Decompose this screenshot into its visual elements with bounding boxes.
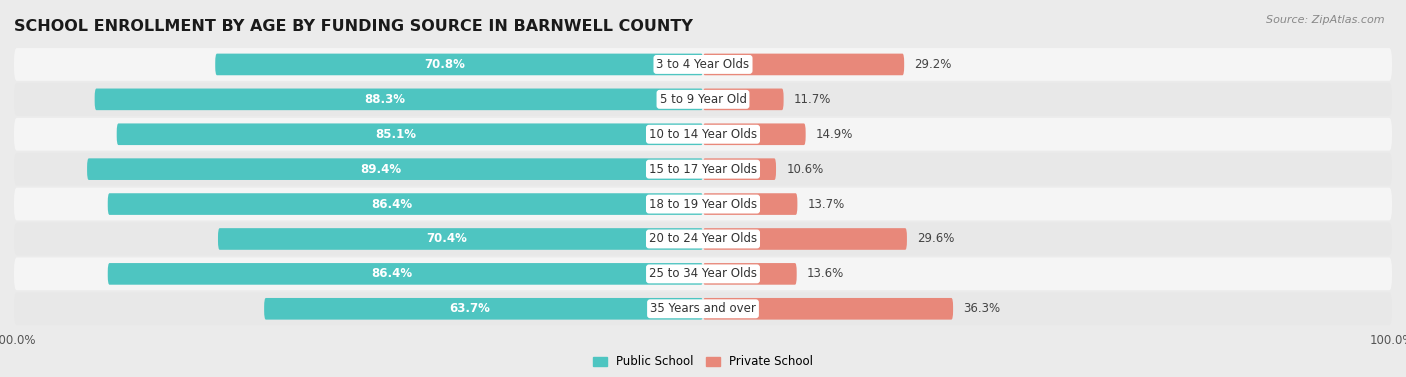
- FancyBboxPatch shape: [703, 123, 806, 145]
- Text: 86.4%: 86.4%: [371, 198, 412, 211]
- FancyBboxPatch shape: [703, 263, 797, 285]
- Text: 63.7%: 63.7%: [449, 302, 491, 315]
- Text: 13.7%: 13.7%: [807, 198, 845, 211]
- Text: 85.1%: 85.1%: [375, 128, 416, 141]
- Text: 5 to 9 Year Old: 5 to 9 Year Old: [659, 93, 747, 106]
- Text: 29.6%: 29.6%: [917, 233, 955, 245]
- Text: 3 to 4 Year Olds: 3 to 4 Year Olds: [657, 58, 749, 71]
- FancyBboxPatch shape: [215, 54, 703, 75]
- Text: 20 to 24 Year Olds: 20 to 24 Year Olds: [650, 233, 756, 245]
- Text: Source: ZipAtlas.com: Source: ZipAtlas.com: [1267, 15, 1385, 25]
- Text: 10.6%: 10.6%: [786, 162, 824, 176]
- FancyBboxPatch shape: [14, 257, 1392, 290]
- FancyBboxPatch shape: [14, 222, 1392, 255]
- Text: 15 to 17 Year Olds: 15 to 17 Year Olds: [650, 162, 756, 176]
- FancyBboxPatch shape: [703, 228, 907, 250]
- FancyBboxPatch shape: [14, 188, 1392, 221]
- FancyBboxPatch shape: [108, 263, 703, 285]
- FancyBboxPatch shape: [108, 193, 703, 215]
- Text: 14.9%: 14.9%: [815, 128, 853, 141]
- Text: 70.4%: 70.4%: [426, 233, 467, 245]
- FancyBboxPatch shape: [14, 293, 1392, 325]
- Legend: Public School, Private School: Public School, Private School: [588, 351, 818, 373]
- Text: 36.3%: 36.3%: [963, 302, 1001, 315]
- FancyBboxPatch shape: [703, 298, 953, 320]
- FancyBboxPatch shape: [14, 48, 1392, 81]
- Text: 29.2%: 29.2%: [914, 58, 952, 71]
- FancyBboxPatch shape: [14, 83, 1392, 116]
- FancyBboxPatch shape: [703, 89, 783, 110]
- FancyBboxPatch shape: [218, 228, 703, 250]
- Text: 13.6%: 13.6%: [807, 267, 844, 280]
- FancyBboxPatch shape: [87, 158, 703, 180]
- Text: 88.3%: 88.3%: [364, 93, 405, 106]
- FancyBboxPatch shape: [703, 158, 776, 180]
- Text: 25 to 34 Year Olds: 25 to 34 Year Olds: [650, 267, 756, 280]
- FancyBboxPatch shape: [117, 123, 703, 145]
- Text: 70.8%: 70.8%: [425, 58, 465, 71]
- FancyBboxPatch shape: [14, 118, 1392, 151]
- Text: SCHOOL ENROLLMENT BY AGE BY FUNDING SOURCE IN BARNWELL COUNTY: SCHOOL ENROLLMENT BY AGE BY FUNDING SOUR…: [14, 19, 693, 34]
- FancyBboxPatch shape: [703, 54, 904, 75]
- Text: 86.4%: 86.4%: [371, 267, 412, 280]
- FancyBboxPatch shape: [14, 153, 1392, 185]
- Text: 89.4%: 89.4%: [360, 162, 402, 176]
- Text: 18 to 19 Year Olds: 18 to 19 Year Olds: [650, 198, 756, 211]
- FancyBboxPatch shape: [264, 298, 703, 320]
- Text: 11.7%: 11.7%: [794, 93, 831, 106]
- FancyBboxPatch shape: [94, 89, 703, 110]
- FancyBboxPatch shape: [703, 193, 797, 215]
- Text: 10 to 14 Year Olds: 10 to 14 Year Olds: [650, 128, 756, 141]
- Text: 35 Years and over: 35 Years and over: [650, 302, 756, 315]
